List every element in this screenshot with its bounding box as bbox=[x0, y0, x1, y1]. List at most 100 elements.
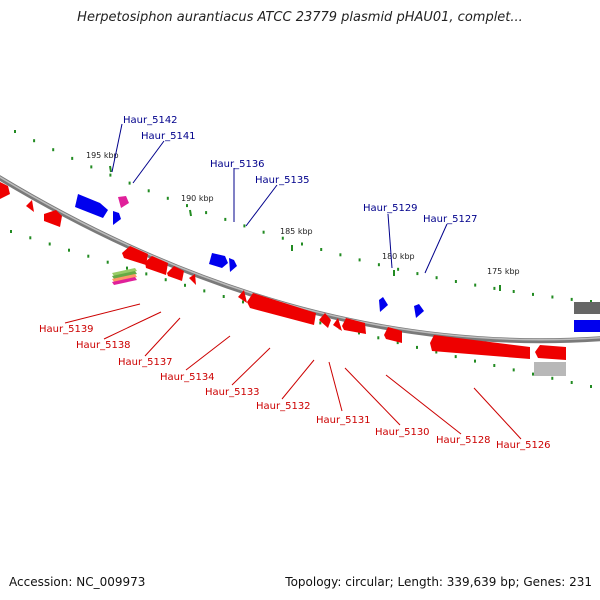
label-haur-5127: Haur_5127 bbox=[423, 214, 478, 225]
topology-info: Topology: circular; Length: 339,639 bp; … bbox=[285, 575, 592, 589]
track-dot bbox=[377, 336, 380, 340]
forward-leaders bbox=[111, 123, 448, 274]
track-dot bbox=[320, 248, 323, 251]
gene-grey-edge[interactable] bbox=[574, 302, 600, 314]
gene-red-edge-1[interactable] bbox=[0, 182, 10, 199]
track-dot bbox=[551, 295, 554, 299]
label-haur-5141: Haur_5141 bbox=[141, 131, 196, 142]
label-haur-5134: Haur_5134 bbox=[160, 372, 215, 383]
gene-red-3[interactable] bbox=[44, 210, 62, 227]
label-haur-5136: Haur_5136 bbox=[210, 159, 265, 170]
track-dot bbox=[551, 376, 554, 380]
gene-haur-5136[interactable] bbox=[209, 253, 228, 268]
tick-marks bbox=[109, 165, 501, 291]
gene-red-end[interactable] bbox=[535, 345, 566, 360]
label-haur-5131: Haur_5131 bbox=[316, 415, 371, 426]
track-dot bbox=[184, 283, 186, 287]
gene-grey-light[interactable] bbox=[534, 362, 566, 376]
gene-haur-5126[interactable] bbox=[430, 335, 530, 359]
track-dot bbox=[512, 290, 515, 293]
rna-stack bbox=[112, 268, 137, 285]
backbone-highlight bbox=[0, 176, 600, 341]
label-haur-5129: Haur_5129 bbox=[363, 203, 418, 214]
track-dot bbox=[474, 359, 476, 363]
gene-pink[interactable] bbox=[118, 196, 129, 208]
track-dot bbox=[87, 254, 90, 258]
track-dot bbox=[416, 272, 419, 276]
gene-small-blue-1[interactable] bbox=[113, 211, 121, 225]
gene-small-blue-2[interactable] bbox=[229, 258, 237, 272]
tick-label-195: 195 kbp bbox=[86, 151, 119, 160]
track-dot bbox=[52, 148, 55, 152]
track-dot bbox=[145, 272, 148, 276]
track-dot bbox=[416, 345, 418, 349]
track-dot bbox=[48, 242, 51, 246]
label-haur-5133: Haur_5133 bbox=[205, 387, 260, 398]
accession-label: Accession: NC_009973 bbox=[9, 575, 146, 589]
track-dot bbox=[242, 300, 244, 304]
track-dot bbox=[358, 258, 361, 262]
track-dot bbox=[570, 381, 573, 384]
gene-haur-5137[interactable] bbox=[167, 266, 184, 281]
label-haur-5132: Haur_5132 bbox=[256, 401, 311, 412]
tick-label-185: 185 kbp bbox=[280, 227, 313, 236]
track-dot bbox=[205, 211, 208, 215]
track-dot bbox=[14, 130, 16, 133]
gene-haur-5127[interactable] bbox=[414, 304, 424, 318]
label-haur-5142: Haur_5142 bbox=[123, 115, 178, 126]
track-dot bbox=[222, 295, 225, 298]
gene-blue-edge[interactable] bbox=[574, 320, 600, 332]
track-dot bbox=[512, 368, 515, 372]
track-dot bbox=[164, 278, 167, 282]
gene-red-small-2[interactable] bbox=[26, 200, 34, 212]
gene-haur-5130[interactable] bbox=[342, 318, 366, 334]
gene-haur-5129[interactable] bbox=[379, 297, 388, 312]
tick-label-175: 175 kbp bbox=[487, 267, 520, 276]
track-dot bbox=[590, 385, 592, 388]
track-dot bbox=[570, 297, 573, 301]
track-dot bbox=[68, 248, 70, 252]
track-dot bbox=[281, 236, 284, 240]
track-dot bbox=[90, 165, 93, 169]
gene-haur-5132[interactable] bbox=[319, 313, 331, 328]
gene-haur-5133[interactable] bbox=[247, 293, 316, 325]
gene-haur-5131[interactable] bbox=[333, 318, 342, 331]
gene-haur-5138[interactable] bbox=[145, 256, 168, 275]
track-dot bbox=[186, 204, 188, 208]
label-haur-5139: Haur_5139 bbox=[39, 324, 94, 335]
track-dot bbox=[126, 266, 128, 270]
track-dot bbox=[147, 189, 150, 193]
label-haur-5138: Haur_5138 bbox=[76, 340, 131, 351]
tick-label-190: 190 kbp bbox=[181, 194, 214, 203]
gene-haur-5139[interactable] bbox=[122, 246, 148, 265]
track-dot bbox=[243, 224, 246, 228]
dotted-tracks bbox=[10, 130, 592, 388]
tick-190 bbox=[189, 209, 192, 217]
track-dot bbox=[106, 260, 109, 264]
tick-label-180: 180 kbp bbox=[382, 252, 415, 261]
track-dot bbox=[358, 331, 360, 335]
gene-haur-5142[interactable] bbox=[75, 194, 108, 218]
track-dot bbox=[301, 242, 303, 246]
track-dot bbox=[435, 276, 438, 280]
track-dot bbox=[532, 292, 534, 296]
track-dot bbox=[493, 364, 496, 367]
label-haur-5126: Haur_5126 bbox=[496, 440, 551, 451]
gene-haur-5128[interactable] bbox=[384, 327, 402, 343]
gene-haur-5134[interactable] bbox=[238, 290, 247, 303]
track-dot bbox=[454, 355, 457, 359]
track-dot bbox=[454, 280, 457, 283]
track-dot bbox=[71, 156, 74, 160]
label-haur-5128: Haur_5128 bbox=[436, 435, 491, 446]
track-dot bbox=[128, 181, 131, 185]
track-dot bbox=[493, 286, 496, 290]
track-dot bbox=[474, 283, 477, 287]
track-dot bbox=[532, 372, 534, 376]
gene-red-small-8[interactable] bbox=[189, 274, 196, 285]
track-dot bbox=[109, 173, 112, 177]
label-haur-5137: Haur_5137 bbox=[118, 357, 173, 368]
tick-195 bbox=[109, 165, 112, 173]
track-dot bbox=[33, 139, 36, 143]
